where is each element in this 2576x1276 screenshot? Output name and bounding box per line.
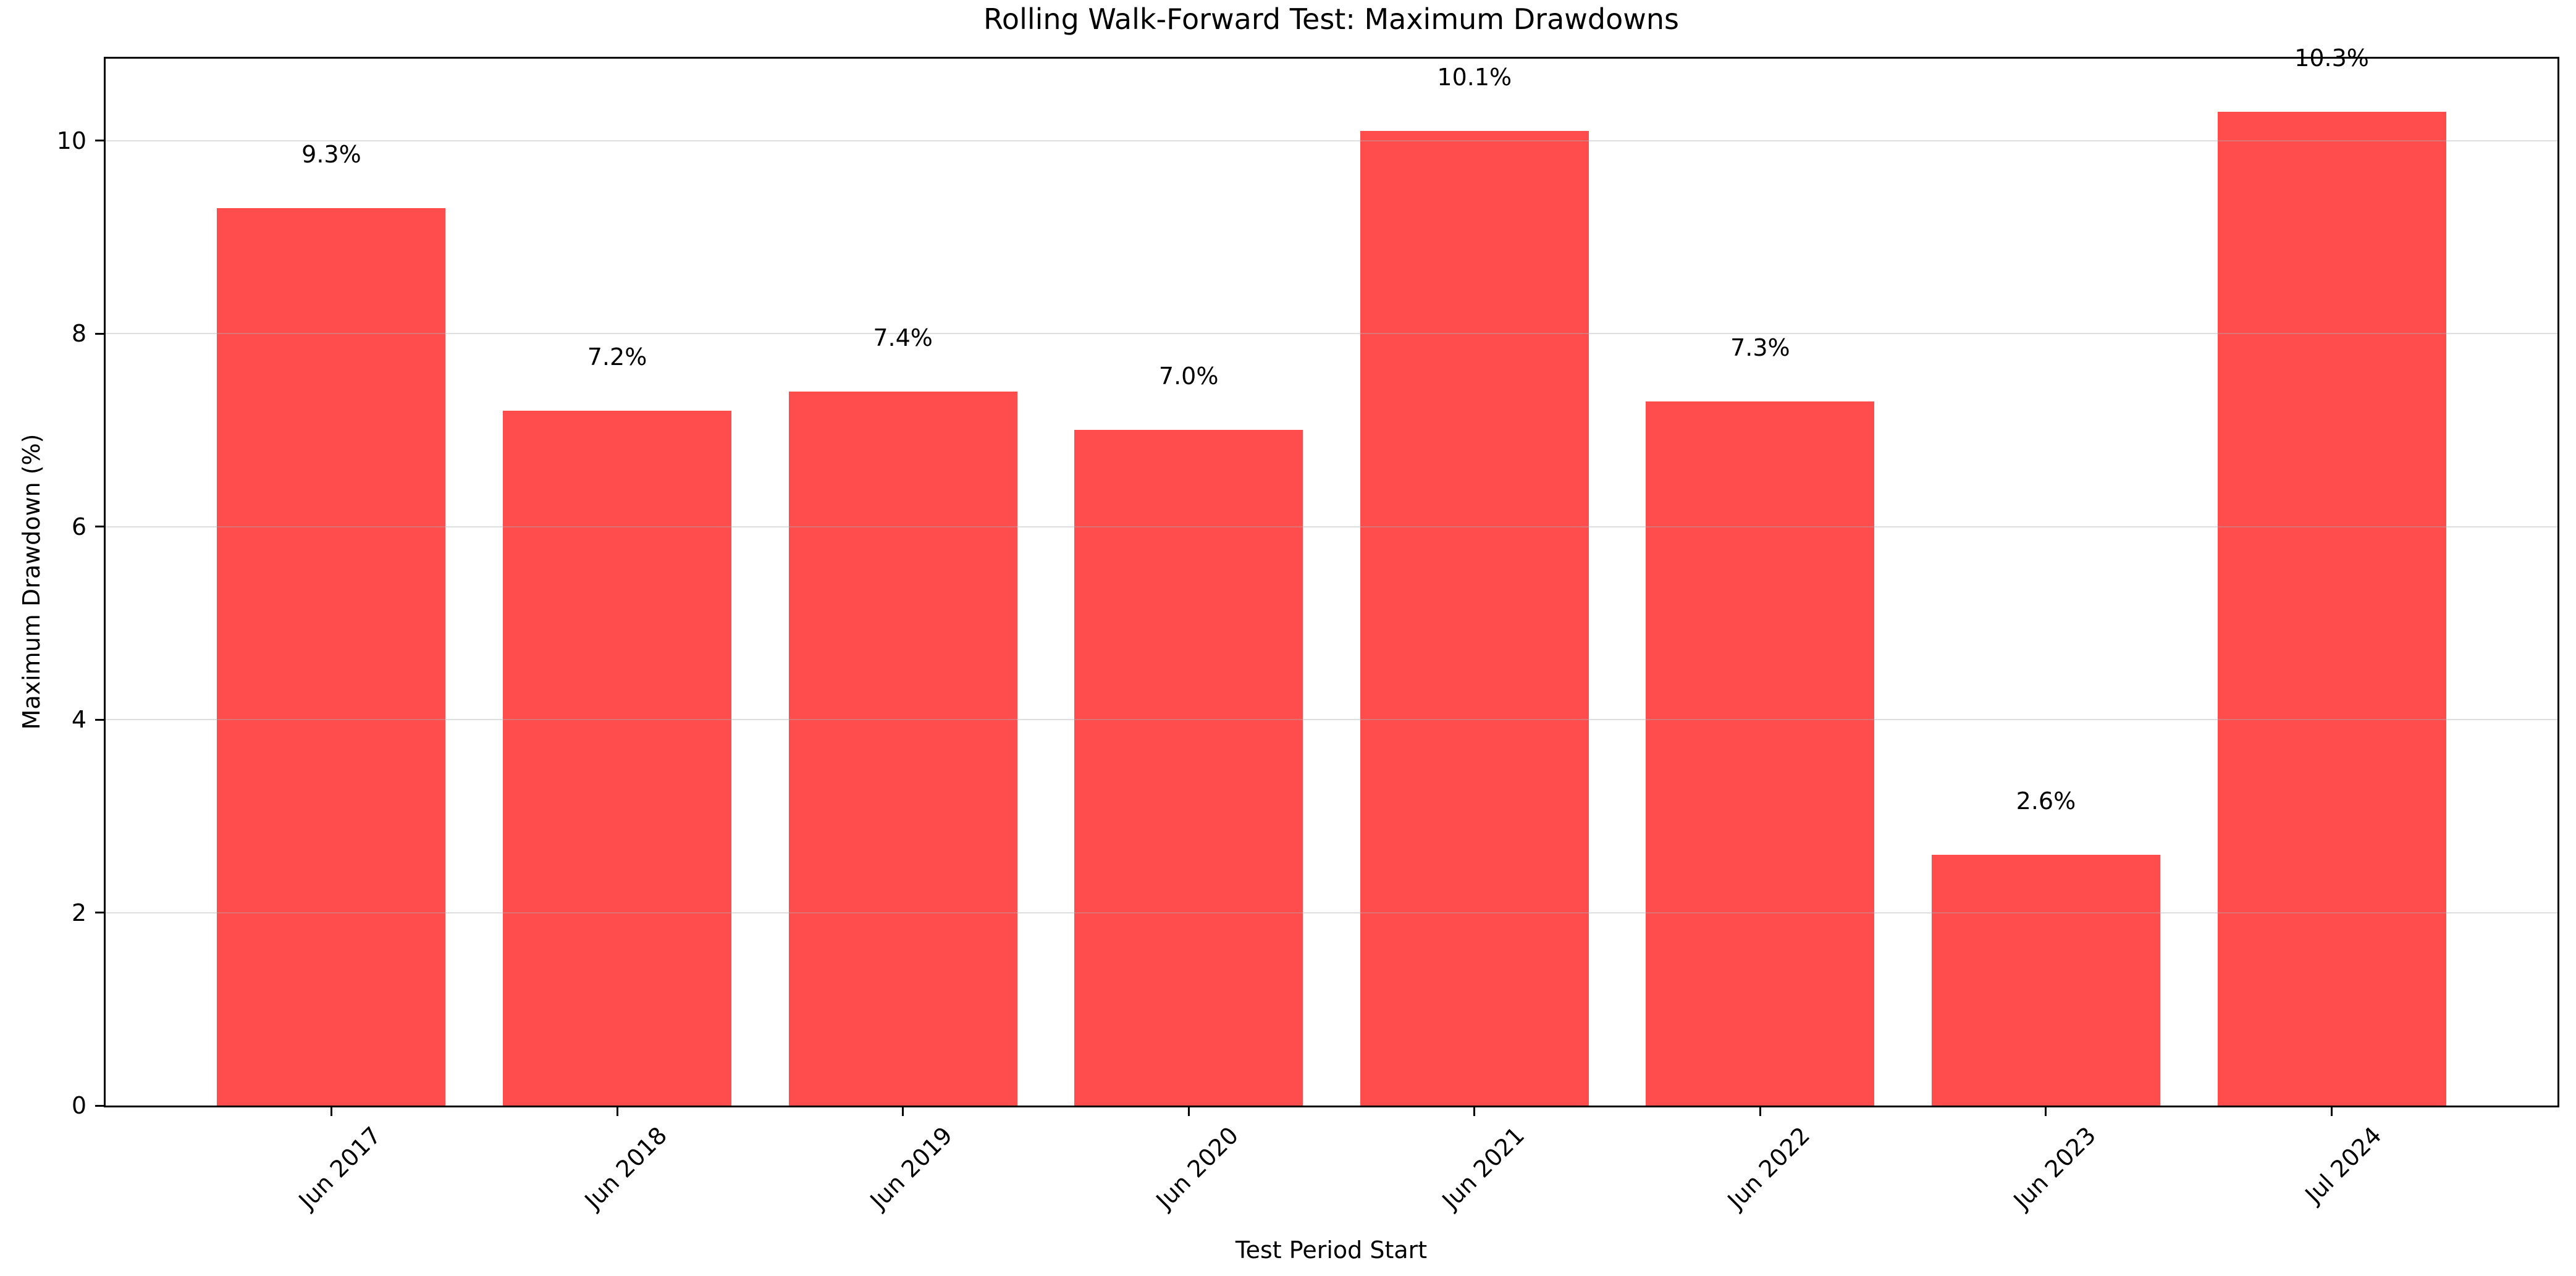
plot-frame [104, 57, 2559, 1107]
y-tick-label-2: 2 [71, 899, 86, 926]
x-tick-mark-jun-2022 [1759, 1107, 1761, 1116]
x-tick-label-jun-2018: Jun 2018 [579, 1121, 673, 1214]
x-tick-mark-jun-2018 [616, 1107, 618, 1116]
bar-jun-2020 [1074, 430, 1303, 1106]
plot-area: 9.3% 7.2% 7.4% 7.0% 10.1% 7.3% 2.6% 10.3% [104, 46, 2559, 1107]
x-axis-title: Test Period Start [1235, 1236, 1428, 1264]
y-tick-label-0: 0 [71, 1092, 86, 1119]
y-tick-mark-6 [95, 526, 104, 528]
bar-jun-2022 [1646, 401, 1875, 1106]
bar-value-label-jun-2023: 2.6% [2016, 787, 2076, 815]
y-tick-mark-8 [95, 332, 104, 335]
y-tick-label-6: 6 [71, 513, 86, 540]
chart-title: Rolling Walk-Forward Test: Maximum Drawd… [983, 2, 1679, 36]
bar-jun-2018 [502, 411, 732, 1106]
y-tick-mark-4 [95, 718, 104, 721]
bar-jun-2017 [217, 208, 446, 1106]
y-gridline-6 [106, 526, 2557, 527]
y-tick-label-10: 10 [56, 127, 86, 154]
x-tick-label-jun-2020: Jun 2020 [1151, 1121, 1244, 1214]
y-tick-label-4: 4 [71, 706, 86, 734]
x-tick-mark-jun-2019 [902, 1107, 904, 1116]
x-tick-mark-jun-2017 [330, 1107, 332, 1116]
bar-jul-2024 [2217, 111, 2446, 1106]
y-axis-title: Maximum Drawdown (%) [18, 434, 46, 730]
y-gridline-4 [106, 719, 2557, 721]
bar-value-label-jun-2021: 10.1% [1437, 64, 1512, 91]
bar-value-label-jun-2019: 7.4% [873, 324, 933, 351]
bar-value-label-jun-2017: 9.3% [301, 141, 361, 169]
x-tick-label-jul-2024: Jul 2024 [2300, 1121, 2387, 1209]
x-tick-mark-jul-2024 [2331, 1107, 2333, 1116]
x-tick-label-jun-2022: Jun 2022 [1722, 1121, 1816, 1214]
x-tick-mark-jun-2020 [1187, 1107, 1190, 1116]
x-tick-mark-jun-2021 [1473, 1107, 1476, 1116]
bar-value-label-jul-2024: 10.3% [2294, 44, 2369, 72]
bar-jun-2019 [788, 391, 1017, 1106]
y-gridline-10 [106, 140, 2557, 141]
x-tick-label-jun-2019: Jun 2019 [865, 1121, 958, 1214]
x-tick-label-jun-2021: Jun 2021 [1436, 1121, 1530, 1214]
x-tick-label-jun-2017: Jun 2017 [293, 1121, 387, 1214]
bar-value-label-jun-2022: 7.3% [1730, 334, 1790, 361]
y-tick-label-8: 8 [71, 320, 86, 348]
bar-value-label-jun-2018: 7.2% [587, 343, 647, 371]
x-tick-label-jun-2023: Jun 2023 [2008, 1121, 2101, 1214]
y-gridline-8 [106, 333, 2557, 335]
bar-jun-2023 [1931, 854, 2160, 1106]
x-tick-mark-jun-2023 [2045, 1107, 2047, 1116]
bar-jun-2021 [1360, 131, 1589, 1106]
y-tick-mark-10 [95, 140, 104, 142]
y-gridline-2 [106, 912, 2557, 913]
y-tick-mark-0 [95, 1104, 104, 1107]
y-tick-mark-2 [95, 912, 104, 914]
bar-value-label-jun-2020: 7.0% [1158, 363, 1219, 390]
